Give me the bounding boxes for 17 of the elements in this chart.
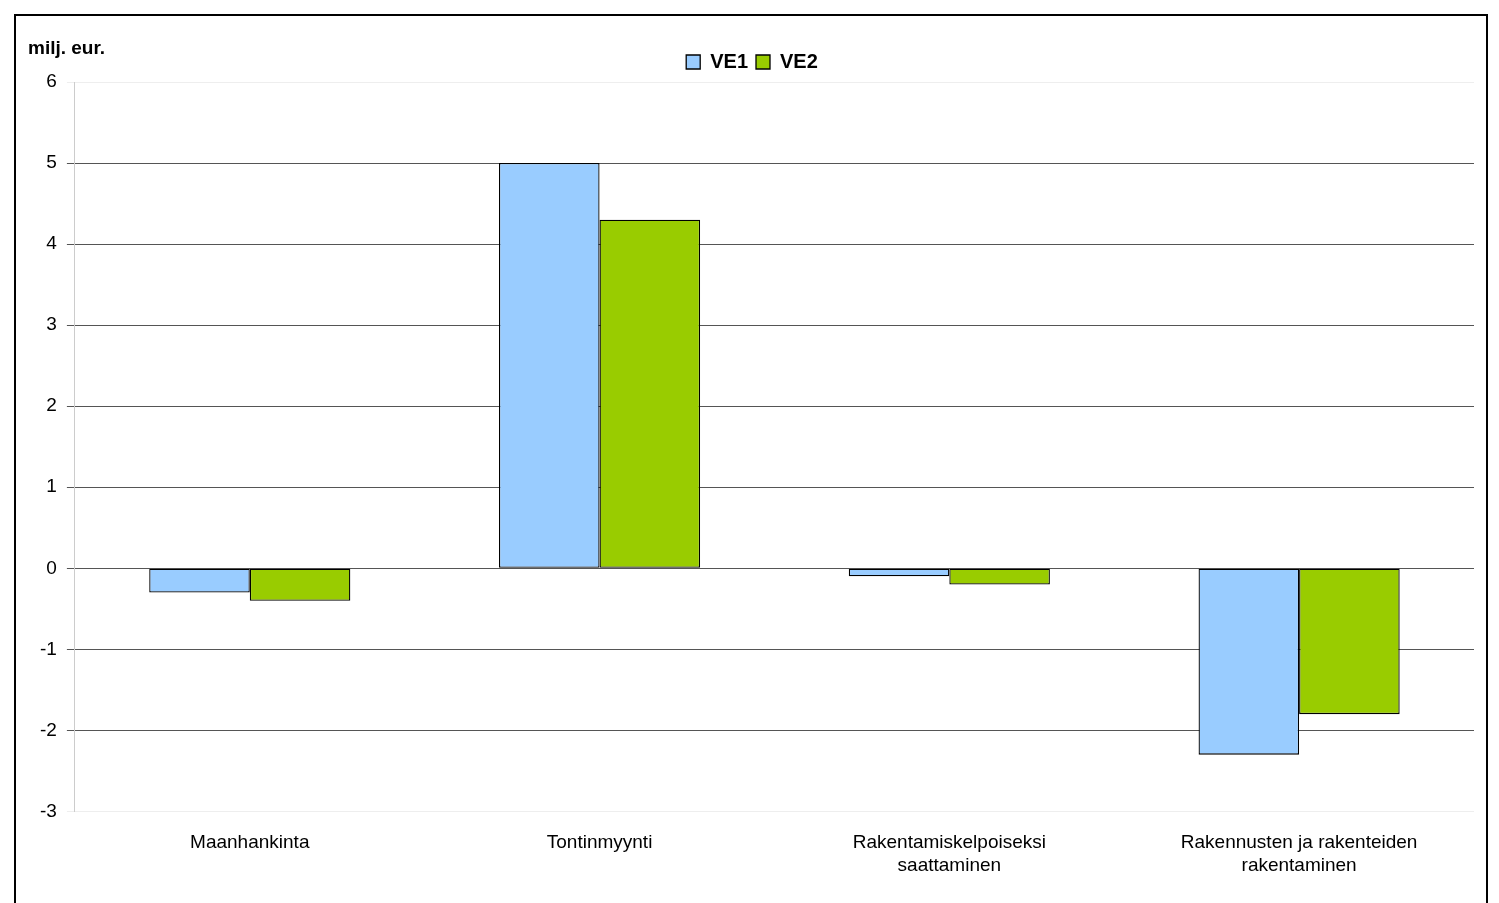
y-tick-label: -2 [39,718,57,740]
x-tick-label: Tontinmyynti [546,831,653,853]
x-tick-label: Rakentamiskelpoiseksi saattaminen [852,831,1046,875]
y-tick-label: 4 [46,232,58,254]
y-tick-label: -1 [39,637,57,659]
y-axis-title: milj. eur. [28,37,106,59]
y-tick-label: 3 [46,313,57,335]
y-tick-label: -3 [39,799,57,821]
y-tick-label: 5 [46,151,57,173]
y-tick-label: 2 [46,394,57,416]
x-tick-label: Maanhankinta [190,831,310,853]
legend-label: VE1 [710,49,749,72]
x-tick-label: Rakennusten ja rakenteiden rakentaminen [1180,831,1418,875]
y-tick-label: 0 [46,556,57,578]
y-tick-label: 6 [46,70,57,92]
legend-label: VE2 [780,49,818,72]
y-tick-label: 1 [46,475,57,497]
